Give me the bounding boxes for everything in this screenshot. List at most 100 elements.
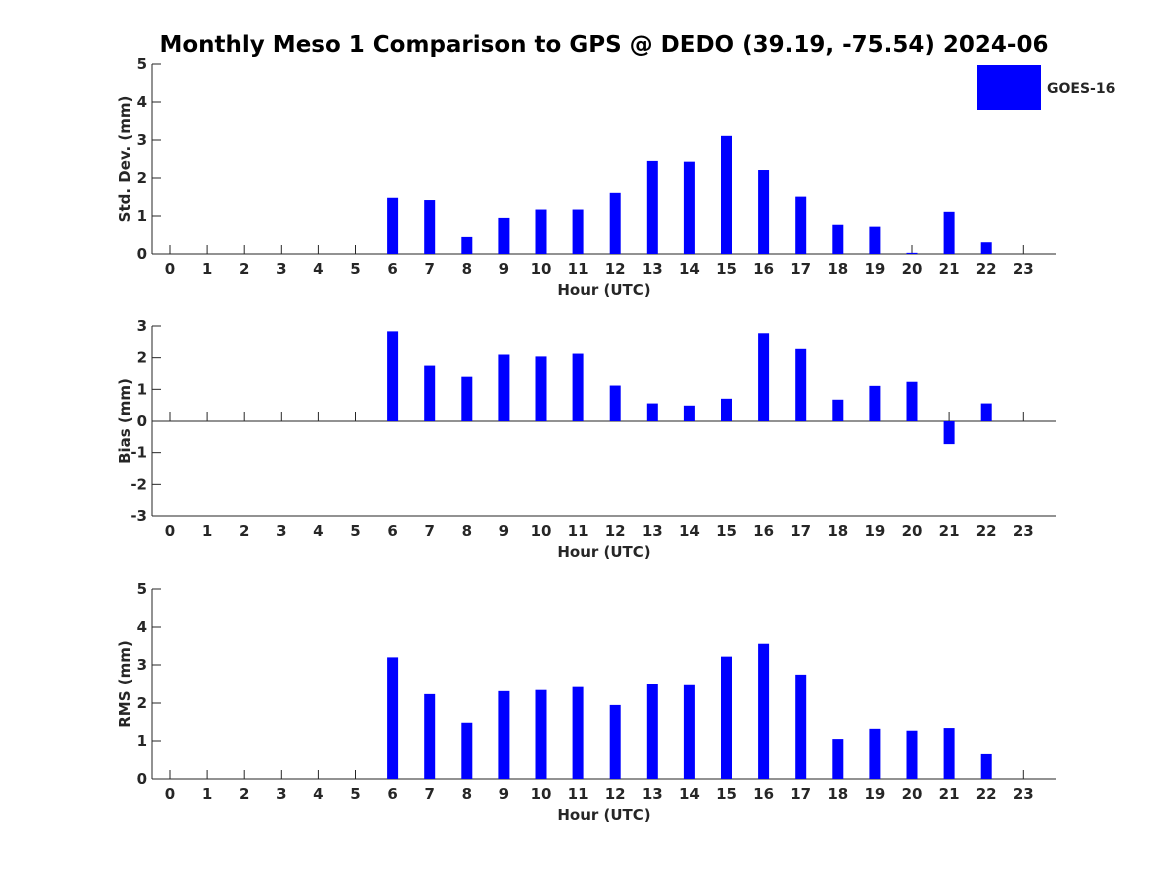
x-tick-label: 20: [902, 260, 923, 278]
bar: [758, 170, 770, 254]
bar: [387, 197, 399, 254]
y-tick-label: 0: [137, 245, 147, 263]
bar: [572, 209, 584, 254]
y-tick-label: 0: [137, 770, 147, 788]
y-axis-label: Std. Dev. (mm): [116, 96, 134, 223]
x-tick-label: 15: [716, 260, 737, 278]
x-tick-label: 9: [499, 785, 509, 803]
bar: [869, 226, 881, 254]
x-tick-label: 3: [276, 785, 286, 803]
x-tick-label: 13: [642, 260, 663, 278]
x-tick-label: 23: [1013, 785, 1034, 803]
x-tick-label: 8: [462, 260, 472, 278]
x-tick-label: 18: [827, 785, 848, 803]
bar: [683, 161, 695, 254]
bar: [498, 690, 510, 779]
bar: [943, 728, 955, 779]
x-tick-label: 17: [790, 785, 811, 803]
legend-swatch: [977, 65, 1041, 110]
bar: [906, 252, 918, 254]
bar: [424, 200, 436, 254]
x-tick-label: 10: [531, 260, 552, 278]
bar: [498, 217, 510, 254]
bar: [461, 722, 473, 779]
y-tick-label: 1: [137, 207, 147, 225]
x-tick-label: 13: [642, 785, 663, 803]
x-axis-label: Hour (UTC): [557, 543, 650, 561]
bar: [832, 739, 844, 779]
bar: [683, 405, 695, 421]
x-tick-label: 21: [939, 785, 960, 803]
x-tick-label: 1: [202, 260, 212, 278]
x-tick-label: 0: [165, 260, 175, 278]
x-tick-label: 19: [864, 522, 885, 540]
x-tick-label: 16: [753, 522, 774, 540]
x-axis-label: Hour (UTC): [557, 806, 650, 824]
x-tick-label: 13: [642, 522, 663, 540]
x-tick-label: 2: [239, 785, 249, 803]
bar: [943, 421, 955, 445]
x-tick-label: 5: [350, 522, 360, 540]
x-tick-label: 21: [939, 522, 960, 540]
x-tick-label: 20: [902, 785, 923, 803]
x-tick-label: 9: [499, 522, 509, 540]
y-axis-label: RMS (mm): [116, 640, 134, 727]
x-tick-label: 2: [239, 260, 249, 278]
y-tick-label: 5: [137, 580, 147, 598]
y-tick-label: 1: [137, 732, 147, 750]
y-tick-label: -3: [130, 507, 147, 525]
bar: [572, 353, 584, 421]
bar: [535, 209, 547, 254]
x-tick-label: 10: [531, 785, 552, 803]
x-tick-label: 11: [568, 785, 589, 803]
bar: [646, 403, 658, 421]
x-tick-label: 18: [827, 260, 848, 278]
x-tick-label: 6: [387, 785, 397, 803]
bar: [387, 657, 399, 779]
bar: [535, 689, 547, 779]
bar: [906, 381, 918, 421]
y-tick-label: 3: [137, 317, 147, 335]
x-tick-label: 7: [424, 260, 434, 278]
chart-title: Monthly Meso 1 Comparison to GPS @ DEDO …: [159, 32, 1048, 58]
x-tick-label: 15: [716, 785, 737, 803]
x-tick-label: 4: [313, 260, 323, 278]
x-tick-label: 17: [790, 260, 811, 278]
bar: [572, 686, 584, 779]
x-tick-label: 12: [605, 260, 626, 278]
bar: [869, 728, 881, 779]
bar: [795, 674, 807, 779]
y-tick-label: 5: [137, 55, 147, 73]
bar: [980, 753, 992, 779]
legend: GOES-16: [977, 65, 1115, 110]
x-tick-label: 8: [462, 785, 472, 803]
bar: [758, 643, 770, 779]
bar: [906, 730, 918, 779]
x-tick-label: 4: [313, 522, 323, 540]
x-tick-label: 16: [753, 785, 774, 803]
y-tick-label: 0: [137, 412, 147, 430]
legend-label: GOES-16: [1047, 81, 1115, 97]
bar: [980, 403, 992, 421]
x-tick-label: 6: [387, 522, 397, 540]
x-tick-label: 23: [1013, 260, 1034, 278]
bar: [980, 242, 992, 254]
bar: [461, 376, 473, 421]
x-tick-label: 11: [568, 522, 589, 540]
bar: [424, 365, 436, 421]
x-tick-label: 18: [827, 522, 848, 540]
bar: [646, 160, 658, 254]
x-tick-label: 6: [387, 260, 397, 278]
x-tick-label: 21: [939, 260, 960, 278]
bar: [609, 385, 621, 421]
x-axis-label: Hour (UTC): [557, 281, 650, 299]
bar: [721, 398, 732, 421]
x-tick-label: 3: [276, 522, 286, 540]
bar: [646, 684, 658, 779]
x-tick-label: 14: [679, 785, 700, 803]
bar: [795, 196, 807, 254]
x-tick-label: 22: [976, 785, 997, 803]
x-tick-label: 5: [350, 260, 360, 278]
